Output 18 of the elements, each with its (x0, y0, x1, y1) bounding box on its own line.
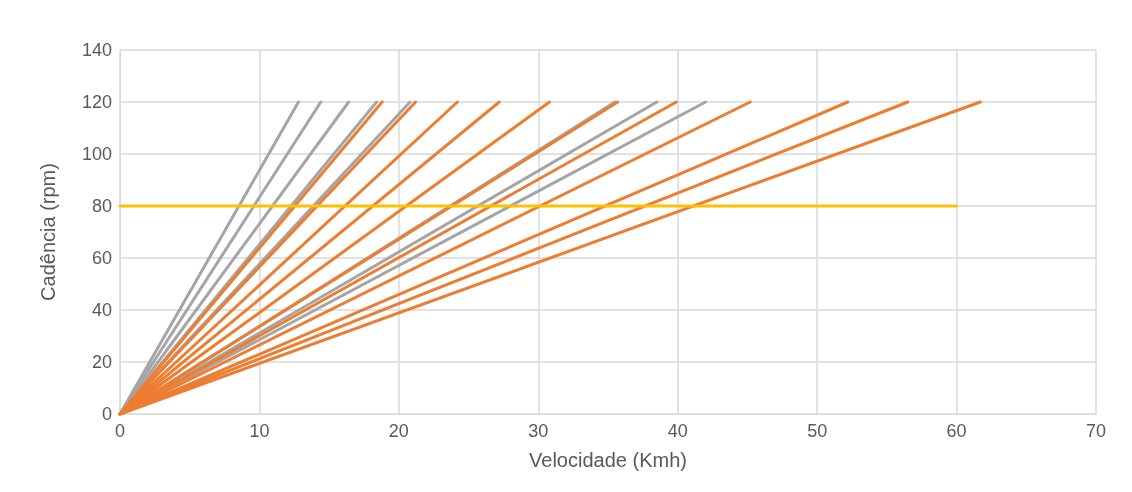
x-tick-label: 20 (388, 421, 409, 441)
x-tick-label: 0 (114, 421, 126, 441)
y-tick-label: 80 (91, 196, 112, 216)
y-tick-label: 140 (81, 40, 112, 60)
y-tick-label: 40 (91, 300, 112, 320)
x-tick-label: 50 (807, 421, 828, 441)
x-tick-label: 60 (946, 421, 967, 441)
y-tick-label: 20 (91, 352, 112, 372)
x-tick-label: 40 (667, 421, 688, 441)
x-axis-title: Velocidade (Kmh) (529, 449, 687, 471)
x-tick-label: 70 (1085, 421, 1107, 441)
y-tick-label: 100 (81, 144, 112, 164)
y-tick-label: 0 (101, 404, 112, 424)
x-tick-label: 30 (528, 421, 549, 441)
x-tick-label: 10 (249, 421, 270, 441)
y-tick-label: 60 (91, 248, 112, 268)
y-axis-title: Cadência (rpm) (37, 163, 59, 301)
y-tick-label: 120 (81, 92, 112, 112)
